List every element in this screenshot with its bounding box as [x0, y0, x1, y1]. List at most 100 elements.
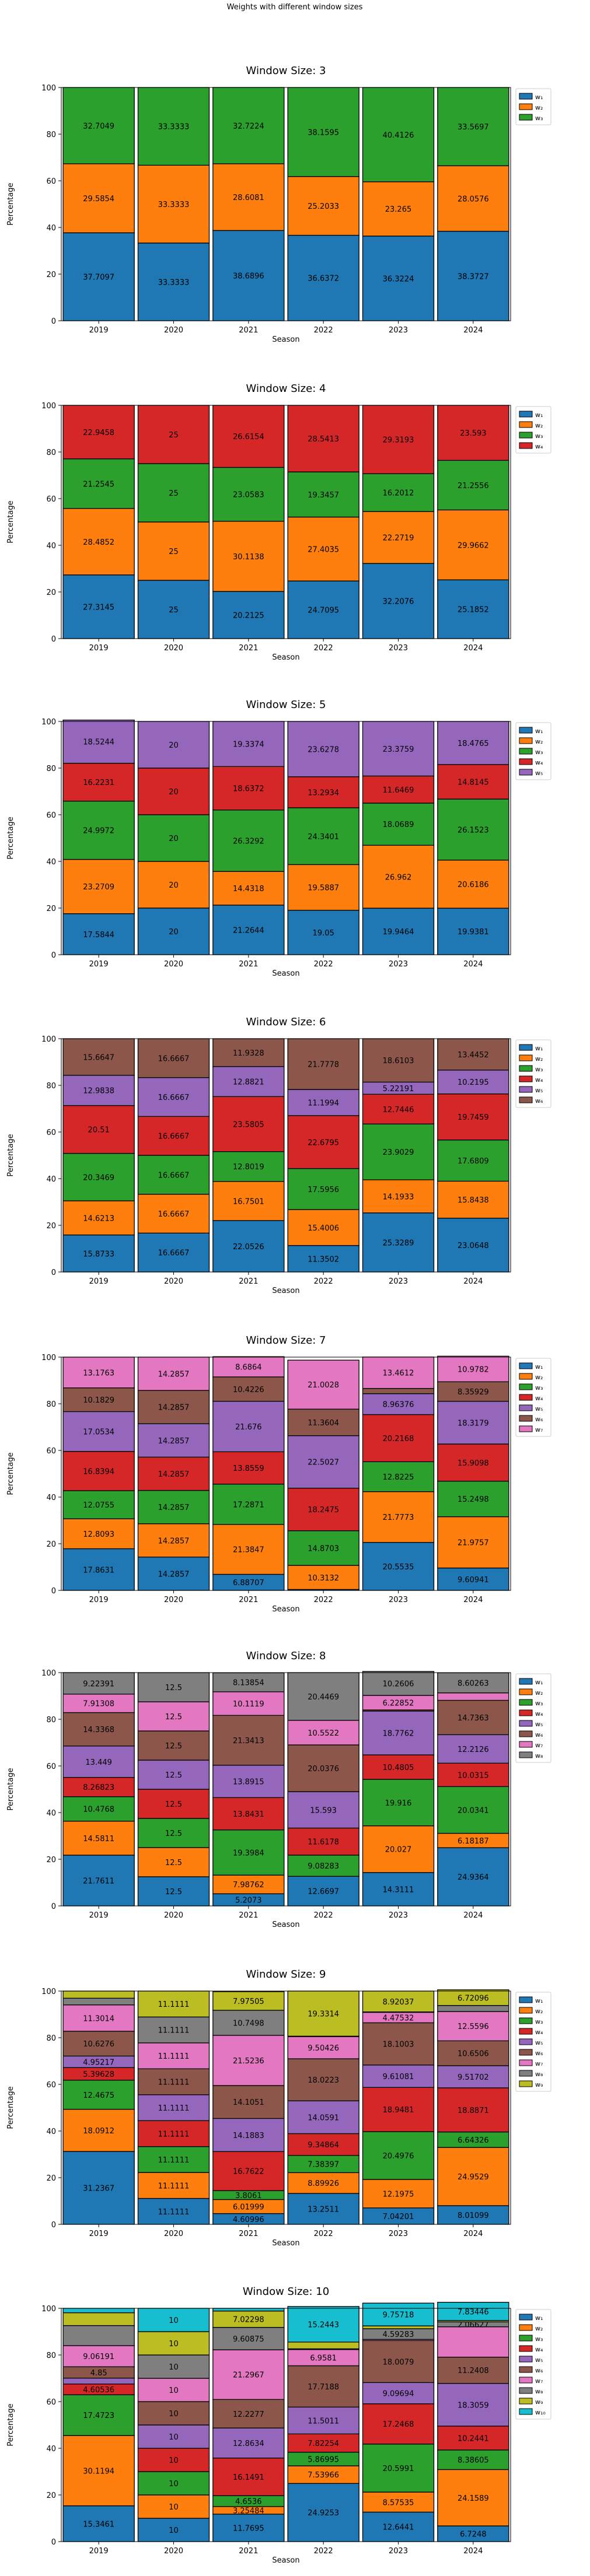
x-tick-label: 2020: [164, 2230, 183, 2238]
data-label: 32.7224: [233, 122, 264, 131]
data-label: 12.5: [165, 1859, 182, 1867]
legend-label: w₆: [535, 1097, 543, 1105]
data-label: 12.6441: [383, 2524, 414, 2532]
legend-swatch: [519, 2081, 532, 2087]
data-label: 29.9662: [458, 541, 489, 550]
data-label: 21.9757: [458, 1539, 489, 1548]
data-label: 33.3333: [158, 201, 190, 209]
data-label: 15.593: [310, 1806, 337, 1815]
legend-swatch: [519, 1405, 532, 1411]
y-tick-label: 40: [46, 1809, 56, 1818]
y-tick-label: 80: [46, 448, 56, 457]
y-tick-label: 100: [41, 2305, 56, 2314]
data-label: 8.89926: [308, 2179, 339, 2188]
data-label: 12.5: [165, 1830, 182, 1838]
data-label: 18.1003: [383, 2041, 414, 2049]
data-label: 24.9972: [83, 827, 114, 836]
data-label: 21.2556: [458, 482, 489, 490]
legend-label: w₂: [535, 104, 543, 111]
data-label: 15.9098: [458, 1459, 489, 1468]
data-label: 24.3401: [308, 833, 339, 842]
data-label: 28.0576: [458, 195, 489, 204]
data-label: 6.64326: [458, 2136, 489, 2145]
data-label: 17.7188: [308, 2383, 339, 2392]
data-label: 30.1138: [233, 553, 264, 562]
data-label: 20.5991: [383, 2465, 414, 2473]
legend-label: w₅: [535, 1087, 543, 1094]
data-label: 21.2967: [233, 2371, 264, 2380]
data-label: 5.86995: [308, 2455, 339, 2464]
data-label: 10.4226: [233, 1386, 264, 1394]
legend-label: w₂: [535, 2325, 543, 2332]
legend-swatch: [519, 1426, 532, 1432]
data-label: 12.2277: [233, 2410, 264, 2419]
data-label: 8.6864: [235, 1364, 262, 1372]
legend-label: w₂: [535, 422, 543, 429]
data-label: 7.97505: [233, 1997, 264, 2006]
x-tick-label: 2022: [314, 960, 333, 969]
legend-swatch: [519, 114, 532, 120]
data-label: 10.4805: [383, 1764, 414, 1772]
data-label: 19.3314: [308, 2010, 339, 2019]
data-label: 10: [169, 2503, 179, 2512]
legend-label: w₅: [535, 2356, 543, 2364]
chart-panel-3: Window Size: 502040608010017.584423.2709…: [6, 699, 551, 978]
data-label: 8.38605: [458, 2456, 489, 2465]
x-axis-label: Season: [272, 1287, 299, 1295]
legend-swatch: [519, 1678, 532, 1684]
legend-label: w₁: [535, 1997, 543, 2004]
legend-label: w₄: [535, 2028, 543, 2036]
legend-swatch: [519, 2409, 532, 2414]
data-label: 20.2125: [233, 612, 264, 621]
chart-title: Window Size: 4: [246, 383, 326, 395]
data-label: 7.91308: [83, 1700, 114, 1709]
y-axis-label: Percentage: [6, 2086, 15, 2129]
data-label: 15.3461: [83, 2520, 114, 2529]
data-label: 15.2443: [308, 2321, 339, 2329]
y-tick-label: 0: [51, 1268, 56, 1277]
legend-swatch: [519, 104, 532, 110]
data-label: 6.22852: [383, 1699, 414, 1708]
legend-swatch: [519, 1076, 532, 1082]
legend-swatch: [519, 1055, 532, 1061]
data-label: 16.8394: [83, 1467, 114, 1476]
x-tick-label: 2019: [89, 1277, 109, 1286]
data-label: 10: [169, 2480, 179, 2489]
data-label: 8.57535: [383, 2498, 414, 2507]
legend-swatch: [519, 411, 532, 417]
y-tick-label: 60: [46, 1128, 56, 1137]
legend-swatch: [519, 2018, 532, 2024]
legend-label: w₆: [535, 2049, 543, 2057]
x-axis-label: Season: [272, 2239, 299, 2248]
y-tick-label: 40: [46, 1175, 56, 1184]
x-tick-label: 2023: [389, 1277, 408, 1286]
data-label: 19.9381: [458, 928, 489, 937]
data-label: 12.8225: [383, 1473, 414, 1482]
data-label: 17.8631: [83, 1566, 114, 1575]
bar-segment: [63, 2308, 134, 2313]
data-label: 13.4612: [383, 1369, 414, 1378]
data-label: 11.1111: [158, 2079, 190, 2087]
legend-swatch: [519, 2388, 532, 2393]
data-label: 28.5413: [308, 435, 339, 444]
bar-segment: [363, 2326, 434, 2329]
data-label: 14.1883: [233, 2132, 264, 2140]
data-label: 26.1523: [458, 826, 489, 835]
data-label: 12.1975: [383, 2190, 414, 2199]
x-tick-label: 2023: [389, 2230, 408, 2238]
data-label: 18.3179: [458, 1419, 489, 1428]
legend-swatch: [519, 1097, 532, 1103]
data-label: 8.92037: [383, 1998, 414, 2007]
data-label: 17.5956: [308, 1186, 339, 1194]
data-label: 11.3014: [83, 2014, 114, 2023]
data-label: 9.08283: [308, 1862, 339, 1871]
data-label: 14.2857: [158, 1470, 190, 1479]
data-label: 16.6667: [158, 1210, 190, 1219]
data-label: 11.1111: [158, 2027, 190, 2035]
x-tick-label: 2019: [89, 2547, 109, 2556]
y-tick-label: 80: [46, 1082, 56, 1091]
data-label: 10: [169, 2526, 179, 2535]
data-label: 7.38397: [308, 2161, 339, 2170]
data-label: 13.8431: [233, 1810, 264, 1819]
